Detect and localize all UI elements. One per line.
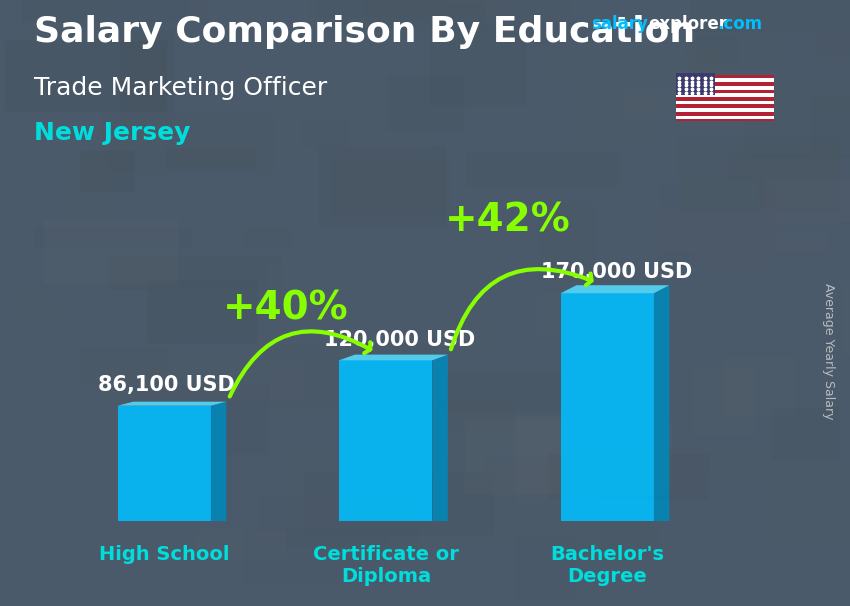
Text: 86,100 USD: 86,100 USD — [98, 375, 235, 395]
Bar — [676, 97, 774, 101]
Polygon shape — [211, 402, 226, 521]
Polygon shape — [561, 293, 654, 521]
Text: High School: High School — [99, 545, 230, 564]
Bar — [676, 86, 774, 90]
Text: 120,000 USD: 120,000 USD — [324, 330, 475, 350]
Bar — [676, 78, 774, 82]
Polygon shape — [339, 355, 448, 360]
Bar — [676, 119, 774, 123]
Bar — [676, 82, 774, 86]
Text: 170,000 USD: 170,000 USD — [541, 262, 692, 282]
Polygon shape — [118, 402, 226, 405]
Text: explorer: explorer — [649, 15, 728, 33]
Bar — [676, 90, 774, 93]
Bar — [676, 75, 774, 78]
Polygon shape — [118, 405, 211, 521]
Bar — [676, 116, 774, 119]
Bar — [676, 101, 774, 104]
Polygon shape — [339, 360, 433, 521]
Text: New Jersey: New Jersey — [34, 121, 190, 145]
Text: Bachelor's
Degree: Bachelor's Degree — [550, 545, 665, 586]
Polygon shape — [561, 285, 670, 293]
Text: Salary Comparison By Education: Salary Comparison By Education — [34, 15, 695, 49]
Text: Average Yearly Salary: Average Yearly Salary — [822, 283, 836, 420]
Bar — [676, 108, 774, 112]
Polygon shape — [654, 285, 670, 521]
Bar — [676, 104, 774, 108]
Text: .com: .com — [717, 15, 762, 33]
Text: +40%: +40% — [224, 290, 349, 328]
Text: +42%: +42% — [445, 201, 570, 239]
Bar — [676, 73, 715, 95]
Text: Trade Marketing Officer: Trade Marketing Officer — [34, 76, 327, 100]
Text: Certificate or
Diploma: Certificate or Diploma — [313, 545, 459, 586]
Polygon shape — [433, 355, 448, 521]
Bar — [676, 93, 774, 97]
Bar — [676, 112, 774, 116]
Text: salary: salary — [591, 15, 648, 33]
